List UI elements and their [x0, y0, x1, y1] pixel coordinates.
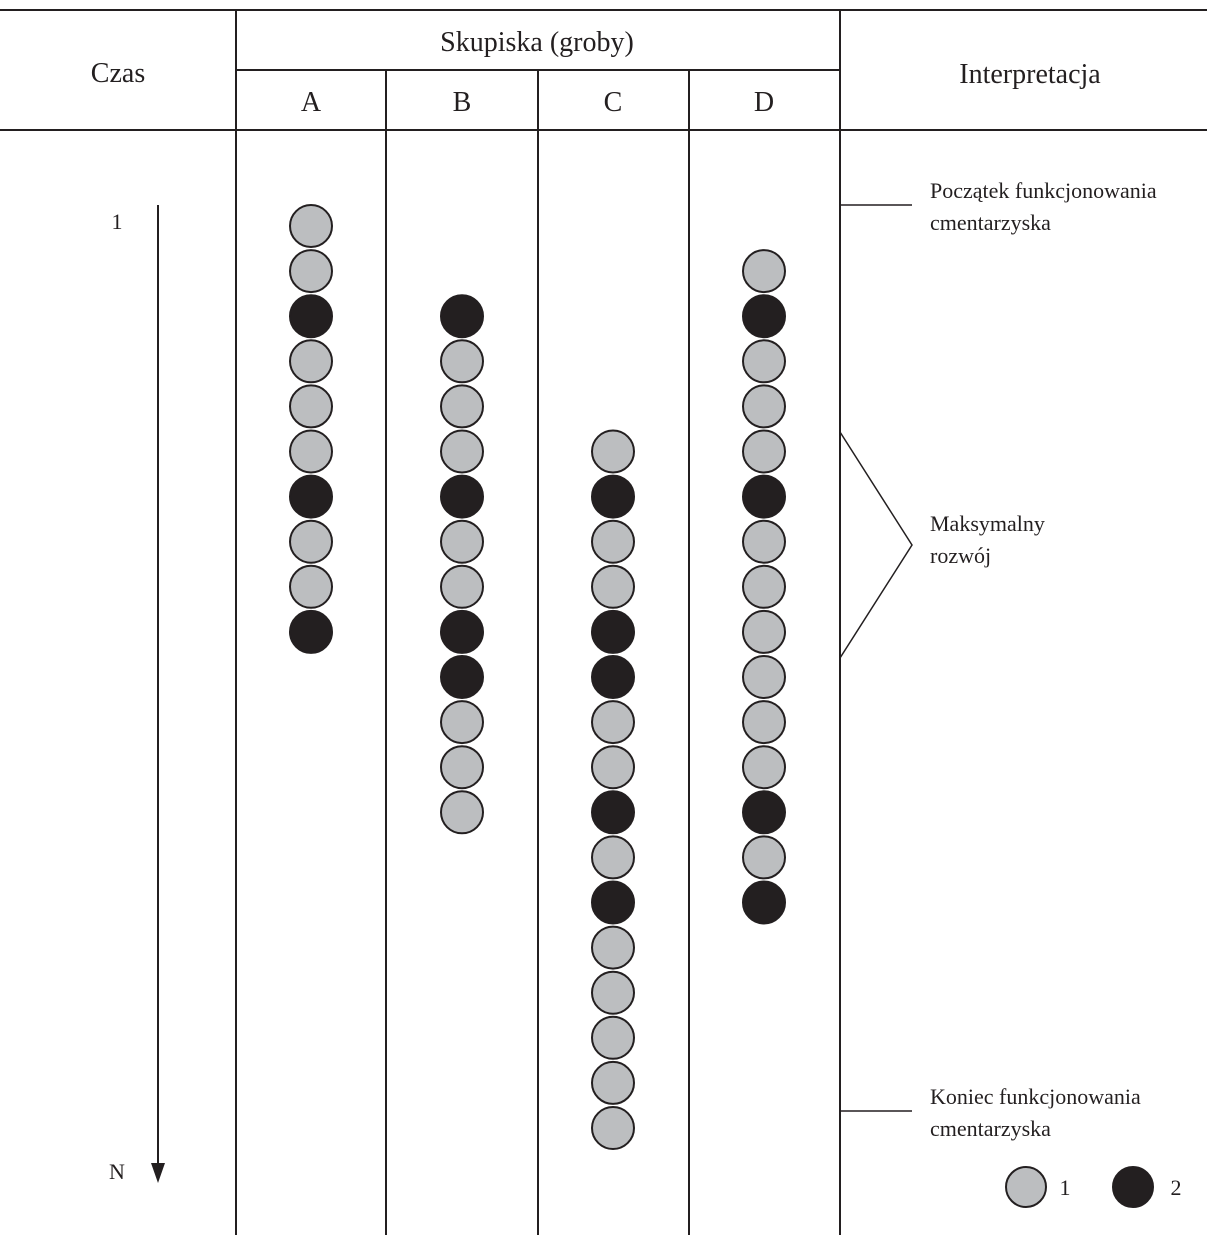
grave-c-8-type-1	[591, 745, 635, 790]
grave-c-10-type-1	[591, 835, 635, 880]
grave-c-15-type-1	[591, 1060, 635, 1105]
grave-d-8-type-1	[742, 564, 786, 609]
end-text-line-2: cmentarzyska	[930, 1116, 1051, 1141]
grave-c-6-type-2	[591, 655, 635, 699]
grave-d-6-type-2	[742, 474, 786, 519]
legend: 1 2	[1005, 1166, 1182, 1208]
grave-a-4-type-1	[289, 339, 333, 384]
grave-a-9-type-1	[289, 564, 333, 609]
legend-type-2-label: 2	[1171, 1175, 1182, 1200]
grave-d-11-type-1	[742, 700, 786, 745]
legend-type-1-label: 1	[1060, 1175, 1071, 1200]
grave-c-12-type-1	[591, 925, 635, 970]
grave-d-5-type-1	[742, 429, 786, 474]
interpretation-header: Interpretacja	[959, 59, 1101, 90]
graves-layer	[289, 204, 786, 1150]
peak-text-line-1: Maksymalny	[930, 511, 1045, 536]
clusters-header: Skupiska (groby)	[440, 27, 634, 58]
grave-a-3-type-2	[289, 294, 333, 339]
grave-d-15-type-2	[742, 880, 786, 925]
interpretation-column: Początek funkcjonowania cmentarzyska Mak…	[839, 178, 1157, 1141]
grave-c-14-type-1	[591, 1015, 635, 1060]
grave-c-1-type-1	[591, 429, 635, 474]
peak-text-line-2: rozwój	[930, 543, 991, 568]
grave-c-2-type-2	[591, 474, 635, 519]
table-header: Czas Skupiska (groby) Interpretacja A B …	[91, 27, 1102, 118]
grave-a-5-type-1	[289, 384, 333, 429]
grave-b-11-type-1	[440, 745, 484, 790]
time-header: Czas	[91, 58, 145, 89]
grave-b-6-type-1	[440, 519, 484, 564]
grave-c-3-type-1	[591, 519, 635, 564]
grave-d-9-type-1	[742, 609, 786, 654]
grave-d-2-type-2	[742, 294, 786, 339]
grave-b-5-type-2	[440, 474, 484, 519]
grave-c-4-type-1	[591, 564, 635, 609]
grave-d-1-type-1	[742, 249, 786, 294]
grave-c-5-type-2	[591, 609, 635, 654]
grave-b-8-type-2	[440, 609, 484, 654]
grave-a-7-type-2	[289, 474, 333, 519]
time-arrow-head	[151, 1163, 165, 1183]
column-header-d: D	[754, 87, 774, 118]
grave-c-9-type-2	[591, 790, 635, 835]
grave-a-10-type-2	[289, 609, 333, 654]
grave-c-13-type-1	[591, 970, 635, 1015]
grave-b-1-type-2	[440, 294, 484, 339]
start-text-line-2: cmentarzyska	[930, 210, 1051, 235]
grave-b-7-type-1	[440, 564, 484, 609]
grave-d-4-type-1	[742, 384, 786, 429]
table-grid	[0, 9, 1207, 1235]
time-start-label: 1	[112, 209, 123, 234]
column-header-b: B	[453, 87, 472, 118]
grave-d-7-type-1	[742, 519, 786, 564]
grave-a-2-type-1	[289, 249, 333, 294]
grave-a-1-type-1	[289, 204, 333, 248]
time-end-label: N	[109, 1159, 125, 1184]
grave-a-8-type-1	[289, 519, 333, 564]
column-header-c: C	[604, 87, 623, 118]
grave-d-14-type-1	[742, 835, 786, 880]
grave-c-16-type-1	[591, 1106, 635, 1150]
grave-d-10-type-1	[742, 655, 786, 699]
legend-type-2-swatch	[1112, 1166, 1154, 1208]
grave-b-4-type-1	[440, 429, 484, 474]
legend-type-1-swatch	[1005, 1166, 1047, 1208]
grave-b-10-type-1	[440, 700, 484, 745]
grave-d-13-type-2	[742, 790, 786, 835]
end-text-line-1: Koniec funkcjonowania	[930, 1084, 1141, 1109]
grave-b-2-type-1	[440, 339, 484, 384]
grave-c-11-type-2	[591, 880, 635, 925]
start-text-line-1: Początek funkcjonowania	[930, 178, 1157, 203]
time-axis: 1 N	[109, 205, 165, 1184]
column-header-a: A	[301, 87, 322, 118]
grave-d-12-type-1	[742, 745, 786, 790]
grave-b-3-type-1	[440, 384, 484, 429]
grave-c-7-type-1	[591, 700, 635, 745]
grave-d-3-type-1	[742, 339, 786, 384]
grave-a-6-type-1	[289, 429, 333, 474]
grave-b-9-type-2	[440, 655, 484, 699]
grave-b-12-type-1	[440, 790, 484, 835]
peak-bracket	[839, 431, 913, 659]
